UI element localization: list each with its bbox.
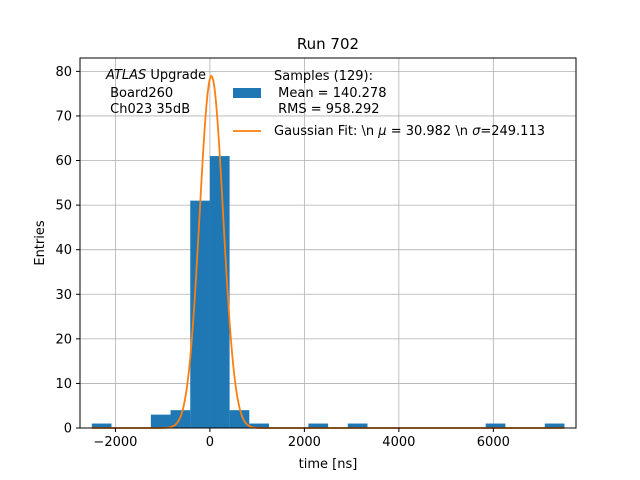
legend-fit-suffix: =249.113	[480, 124, 545, 139]
y-tick-label: 30	[55, 288, 72, 303]
plot-frame	[79, 57, 577, 429]
legend-histogram-rms: RMS = 958.292	[274, 102, 380, 117]
legend: Samples (129): Mean = 140.278 RMS = 958.…	[233, 69, 545, 139]
x-tick-label: 0	[206, 435, 214, 450]
legend-fit-mu: μ	[377, 124, 386, 139]
y-tick-label: 10	[55, 377, 72, 392]
histogram-bar	[190, 200, 210, 428]
histogram-bar	[347, 423, 368, 428]
legend-fit-mid: = 30.982 \n	[387, 124, 473, 139]
y-axis-label: Entries	[33, 220, 48, 266]
y-tick-label: 60	[55, 154, 72, 169]
histogram-bar	[91, 423, 112, 428]
x-tick-label: 2000	[288, 435, 321, 450]
x-axis-ticks: −2000 0 2000 4000 6000	[93, 428, 510, 450]
legend-fit-prefix: Gaussian Fit: \n	[274, 124, 378, 139]
chart-title: Run 702	[297, 35, 359, 53]
x-tick-label: 6000	[477, 435, 510, 450]
legend-fit-sigma: σ	[472, 124, 481, 139]
y-tick-label: 80	[55, 65, 72, 80]
legend-histogram-swatch	[233, 88, 261, 98]
x-tick-label: −2000	[93, 435, 137, 450]
histogram-bars	[91, 156, 565, 428]
channel-label: Ch023 35dB	[106, 102, 190, 117]
y-tick-label: 20	[55, 332, 72, 347]
histogram-bar	[150, 414, 171, 428]
y-axis-ticks: 0 10 20 30 40 50 60 70 80	[55, 65, 80, 437]
atlas-annotation: ATLAS Upgrade Board260 Ch023 35dB	[105, 68, 206, 117]
histogram-bar	[249, 423, 269, 428]
y-tick-label: 50	[55, 199, 72, 214]
y-tick-label: 40	[55, 243, 72, 258]
histogram-bar	[209, 156, 230, 428]
histogram-bar	[308, 423, 329, 428]
x-axis-label: time [ns]	[299, 457, 358, 472]
histogram-bar	[229, 410, 250, 428]
legend-histogram-line1: Samples (129):	[274, 69, 373, 84]
atlas-annotation-line1: ATLAS Upgrade	[105, 68, 206, 83]
legend-fit-label: Gaussian Fit: \n μ = 30.982 \n σ=249.113	[274, 124, 545, 139]
grid-lines	[80, 58, 576, 429]
board-label: Board260	[106, 86, 173, 101]
histogram-bar	[485, 423, 506, 428]
y-tick-label: 70	[55, 109, 72, 124]
x-tick-label: 4000	[382, 435, 415, 450]
atlas-label: ATLAS	[105, 68, 146, 83]
histogram-bar	[544, 423, 565, 428]
y-tick-label: 0	[64, 422, 72, 437]
legend-histogram-mean: Mean = 140.278	[274, 86, 386, 101]
upgrade-label: Upgrade	[146, 68, 206, 83]
